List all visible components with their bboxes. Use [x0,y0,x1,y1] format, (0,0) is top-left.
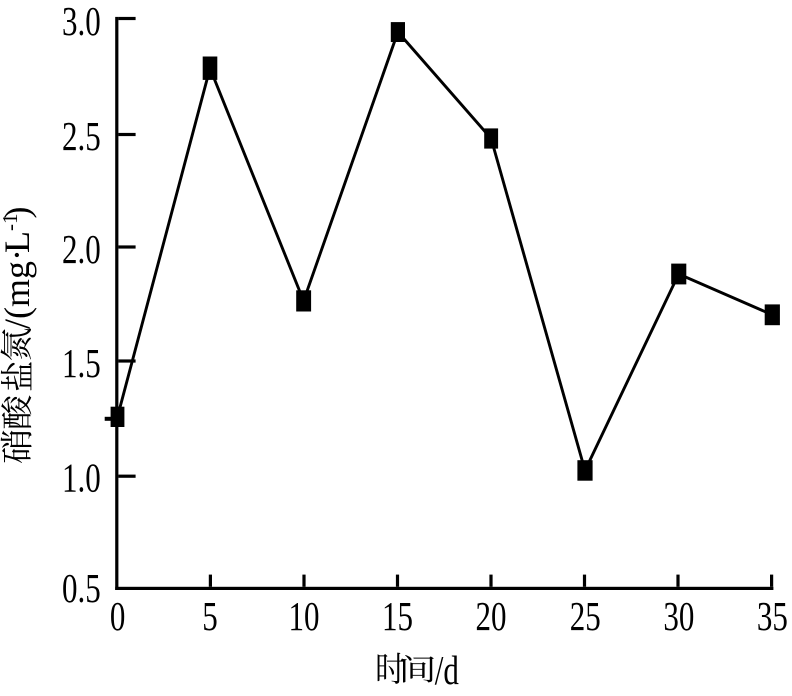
svg-text:2.0: 2.0 [62,227,101,272]
svg-text:3.0: 3.0 [62,0,101,44]
svg-text:1.5: 1.5 [62,341,101,386]
svg-text:10: 10 [289,594,320,639]
svg-text:25: 25 [570,594,601,639]
svg-text:0.5: 0.5 [62,566,101,611]
svg-text:30: 30 [663,594,694,639]
svg-text:5: 5 [202,594,217,639]
svg-text:35: 35 [757,594,788,639]
svg-text:/d: /d [435,648,459,691]
svg-text:2.5: 2.5 [62,114,101,159]
svg-text:20: 20 [476,594,507,639]
svg-text:1.0: 1.0 [62,455,101,500]
svg-text:15: 15 [382,594,413,639]
svg-text:0: 0 [110,594,125,639]
